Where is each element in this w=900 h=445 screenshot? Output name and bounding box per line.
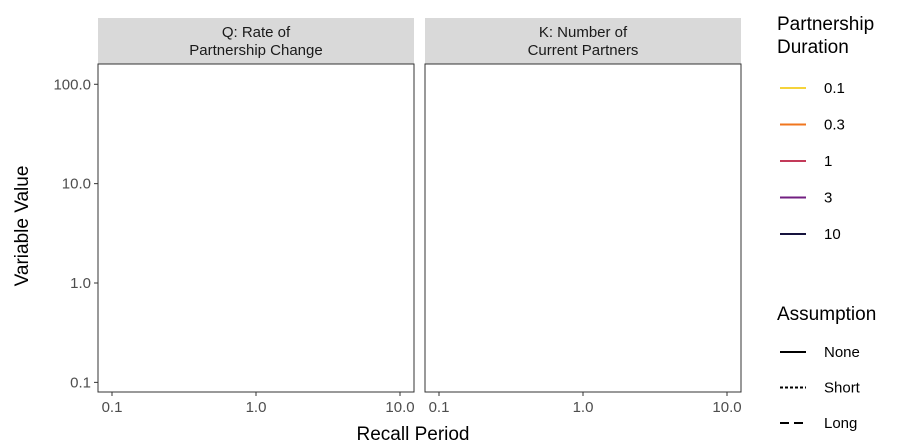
panel-title-line: Partnership Change [189,42,322,59]
panel-border [424,63,742,393]
color-legend-title-line: Duration [777,37,849,58]
panel-strip [425,18,741,64]
x-tick-label: 0.1 [429,399,450,416]
panel-title-line: K: Number of [539,24,628,41]
panel-2: K: Number of Current Partners 0.1 1.0 10.0 [424,18,742,416]
panel-1: Q: Rate of Partnership Change 0.1 1.0 10.0 0.… [53,18,415,416]
chart-panels: Q: Rate of Partnership Change 0.1 1.0 10.0 0.… [53,18,742,416]
x-tick-label: 0.1 [102,399,123,416]
color-legend-label: 1 [824,153,832,170]
x-tick-label: 10.0 [385,399,414,416]
panel-title-line: Q: Rate of [222,24,291,41]
y-tick-label: 1.0 [70,275,91,292]
panel-border [97,63,415,393]
x-axis-title: Recall Period [357,424,470,445]
color-legend-label: 0.3 [824,117,845,134]
linetype-legend-label: None [824,344,860,361]
color-legend-label: 3 [824,190,832,207]
panel-title: Q: Rate of Partnership Change [189,24,322,59]
y-tick-label: 10.0 [62,176,91,193]
panel-title-line: Current Partners [528,42,639,59]
color-legend-label: 10 [824,226,841,243]
chart-legend: Partnership Duration 0.1 0.3 1 3 10 Assumption N… [777,14,876,432]
color-legend-label: 0.1 [824,80,845,97]
linetype-legend-title: Assumption [777,304,876,325]
panel-title: K: Number of Current Partners [528,24,639,59]
x-tick-label: 1.0 [573,399,594,416]
x-tick-label: 10.0 [712,399,741,416]
panel-strip [98,18,414,64]
y-tick-label: 100.0 [53,76,91,93]
color-legend-title: Partnership Duration [777,14,874,58]
y-axis-title: Variable Value [12,166,33,287]
x-tick-label: 1.0 [246,399,267,416]
linetype-legend-label: Short [824,380,861,397]
linetype-legend-label: Long [824,415,857,432]
y-tick-label: 0.1 [70,374,91,391]
color-legend-title-line: Partnership [777,14,874,35]
